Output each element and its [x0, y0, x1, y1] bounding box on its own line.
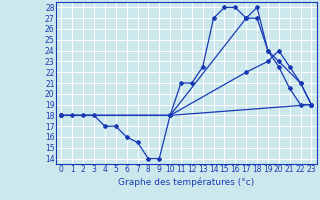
X-axis label: Graphe des températures (°c): Graphe des températures (°c)	[118, 177, 254, 187]
